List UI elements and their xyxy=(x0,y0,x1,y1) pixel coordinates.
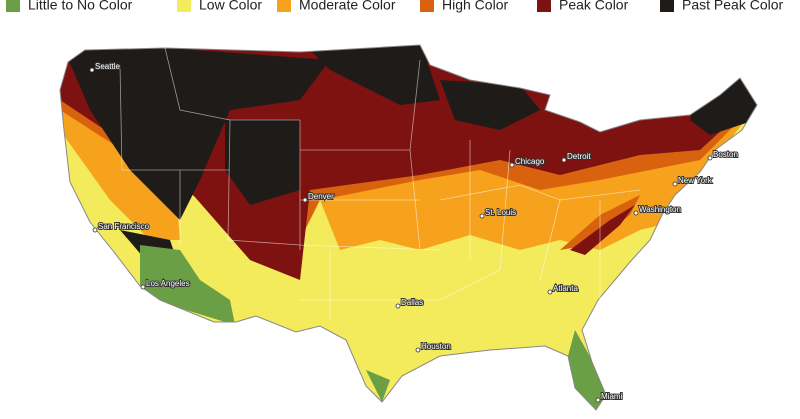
city-dot xyxy=(302,197,308,203)
city-dot xyxy=(547,289,553,295)
legend-label: Past Peak Color xyxy=(682,0,783,13)
legend-swatch xyxy=(660,0,674,12)
legend-swatch xyxy=(420,0,434,12)
city-dot xyxy=(89,67,95,73)
legend-swatch xyxy=(6,0,20,12)
city-dot xyxy=(707,155,713,161)
city-dot xyxy=(140,284,146,290)
legend-label: Little to No Color xyxy=(28,0,133,13)
city-label: Washington xyxy=(639,205,681,214)
cities: Seattle San Francisco Los Angeles Denver Dal… xyxy=(89,61,739,403)
region xyxy=(60,110,180,240)
legend-swatch xyxy=(277,0,291,12)
legend-label: Moderate Color xyxy=(299,0,396,13)
region xyxy=(225,120,300,205)
legend-label: Peak Color xyxy=(559,0,629,13)
region xyxy=(440,80,540,130)
city-label: Denver xyxy=(308,192,334,201)
city-label: St. Louis xyxy=(485,208,516,217)
city-dot xyxy=(561,157,567,163)
legend-label: High Color xyxy=(442,0,508,13)
city-dot xyxy=(395,303,401,309)
city-dot xyxy=(633,210,639,216)
city-label: Atlanta xyxy=(553,284,578,293)
legend-swatch xyxy=(177,0,191,12)
legend-swatch xyxy=(537,0,551,12)
city-dot xyxy=(595,397,601,403)
city-label: Boston xyxy=(713,150,738,159)
region xyxy=(570,205,635,255)
city-dot xyxy=(479,213,485,219)
region xyxy=(60,45,330,220)
city-label: Seattle xyxy=(95,62,120,71)
legend-label: Low Color xyxy=(199,0,262,13)
region xyxy=(300,45,440,105)
city-dot xyxy=(509,162,515,168)
city-label: Houston xyxy=(421,342,451,351)
state-borders xyxy=(119,47,641,320)
region xyxy=(140,245,235,325)
region xyxy=(690,75,757,135)
city-dot xyxy=(415,347,421,353)
region xyxy=(366,370,390,402)
city-dot xyxy=(92,227,98,233)
city-dot xyxy=(672,181,678,187)
city-label: New York xyxy=(678,176,713,185)
city-label: Miami xyxy=(601,392,623,401)
city-label: Chicago xyxy=(515,157,545,166)
city-label: Dallas xyxy=(401,298,423,307)
legend: Little to No Color Low Color Moderate Colo… xyxy=(6,0,783,13)
city-label: San Francisco xyxy=(98,222,150,231)
city-label: Detroit xyxy=(567,152,591,161)
city-label: Los Angeles xyxy=(146,279,190,288)
